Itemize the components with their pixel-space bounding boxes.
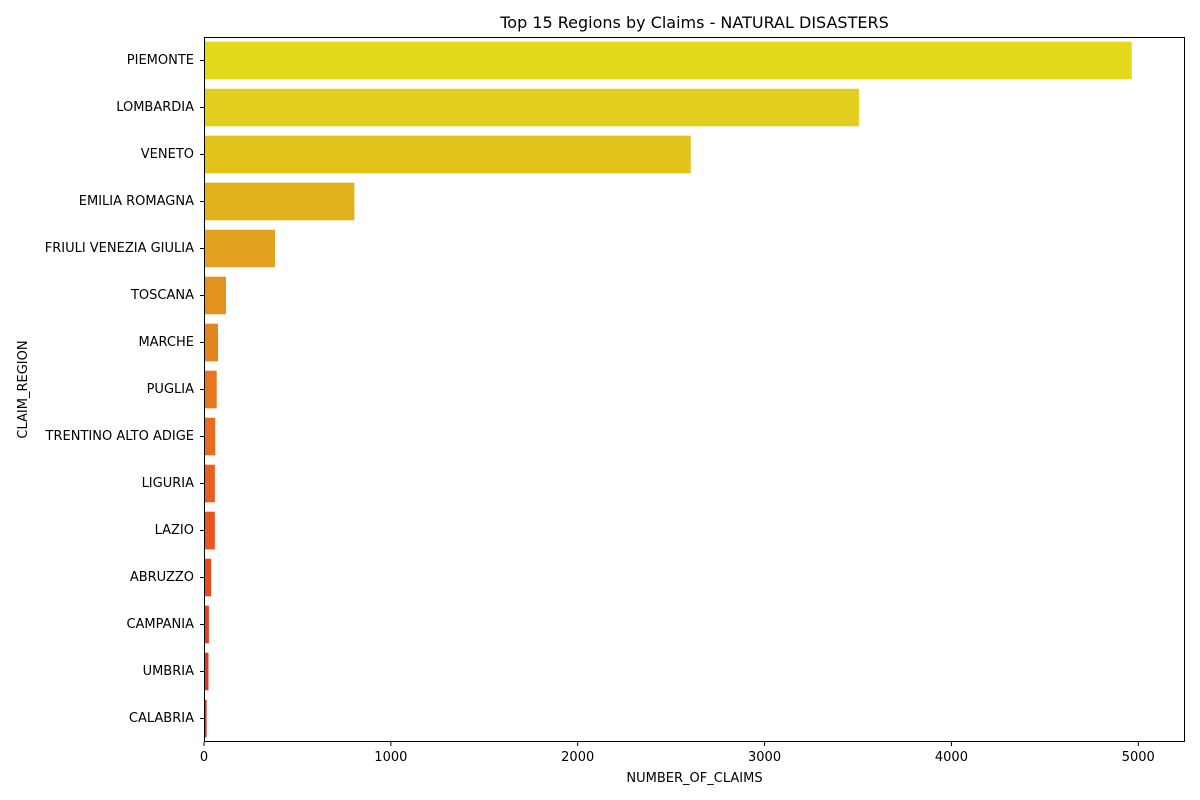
y-tick-label: EMILIA ROMAGNA (79, 194, 194, 209)
y-ticks-group: PIEMONTE LOMBARDIA VENETO EMILIA ROMAGNA FRI… (45, 53, 204, 726)
y-tick-label: ABRUZZO (130, 570, 194, 585)
x-axis-label: NUMBER_OF_CLAIMS (626, 771, 762, 786)
x-tick-label: 2000 (561, 750, 594, 765)
y-tick-label: FRIULI VENEZIA GIULIA (45, 241, 194, 256)
x-ticks-group: 0 1000 2000 3000 4000 5000 (200, 742, 1155, 765)
bar-marche (204, 323, 219, 362)
y-tick-label: CALABRIA (129, 711, 194, 726)
x-tick-label: 1000 (374, 750, 407, 765)
bar-emilia-romagna (204, 182, 355, 221)
axes-frame (204, 37, 1185, 742)
bar-umbria (204, 652, 209, 691)
y-tick-label: TOSCANA (130, 288, 194, 303)
y-tick-label: TRENTINO ALTO ADIGE (45, 429, 194, 444)
bar-abruzzo (204, 558, 212, 597)
y-tick-label: MARCHE (138, 335, 194, 350)
bar-liguria (204, 464, 215, 503)
y-tick-label: LOMBARDIA (116, 100, 194, 115)
y-tick-label: VENETO (141, 147, 194, 162)
bar-veneto (204, 135, 691, 174)
chart-title: Top 15 Regions by Claims - NATURAL DISAS… (499, 13, 889, 32)
bar-piemonte (204, 41, 1132, 80)
bar-friuli-venezia-giulia (204, 229, 276, 268)
y-tick-label: UMBRIA (143, 664, 195, 679)
x-tick-label: 4000 (935, 750, 968, 765)
bar-toscana (204, 276, 227, 315)
x-tick-label: 5000 (1122, 750, 1155, 765)
bars-group (204, 41, 1132, 738)
x-tick-label: 0 (200, 750, 208, 765)
bar-lombardia (204, 88, 859, 127)
y-tick-label: LAZIO (155, 523, 194, 538)
y-tick-label: PIEMONTE (127, 53, 194, 68)
bar-trentino-alto-adige (204, 417, 216, 456)
bar-lazio (204, 511, 215, 550)
y-tick-label: CAMPANIA (126, 617, 194, 632)
x-tick-label: 3000 (748, 750, 781, 765)
bar-campania (204, 605, 209, 644)
y-tick-label: LIGURIA (142, 476, 195, 491)
y-tick-label: PUGLIA (147, 382, 195, 397)
y-axis-label: CLAIM_REGION (16, 340, 31, 438)
bar-calabria (204, 699, 207, 738)
bar-puglia (204, 370, 217, 409)
